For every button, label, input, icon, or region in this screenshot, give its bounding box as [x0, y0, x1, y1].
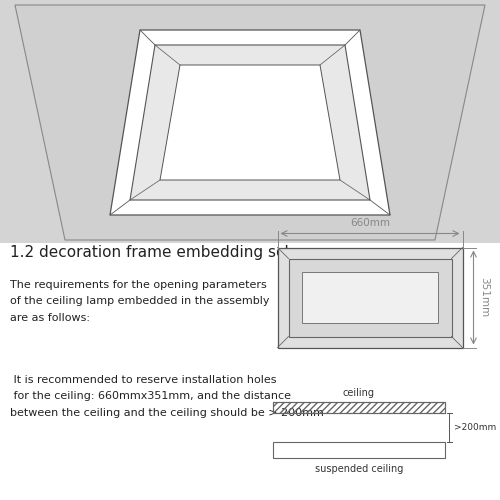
- Polygon shape: [15, 5, 485, 240]
- Text: ceiling: ceiling: [343, 388, 375, 398]
- Bar: [0, 242, 500, 500]
- Text: It is recommended to reserve installation holes
 for the ceiling: 660mmx351mm, a: It is recommended to reserve installatio…: [10, 375, 324, 418]
- Bar: [302, 272, 438, 324]
- Text: >200mm: >200mm: [454, 422, 496, 432]
- Text: 660mm: 660mm: [350, 218, 390, 228]
- Polygon shape: [130, 45, 370, 200]
- Text: suspended ceiling: suspended ceiling: [314, 464, 403, 473]
- Bar: [272, 402, 445, 412]
- Polygon shape: [160, 65, 340, 180]
- Bar: [278, 248, 462, 348]
- Text: The requirements for the opening parameters
of the ceiling lamp embedded in the : The requirements for the opening paramet…: [10, 280, 270, 323]
- Bar: [272, 442, 445, 458]
- Bar: [272, 402, 445, 412]
- Polygon shape: [130, 45, 370, 200]
- Polygon shape: [0, 0, 500, 242]
- Polygon shape: [110, 30, 390, 215]
- Polygon shape: [160, 65, 340, 180]
- Bar: [288, 258, 452, 336]
- Text: 351mm: 351mm: [480, 278, 490, 318]
- Text: 1.2 decoration frame embedding scheme: 1.2 decoration frame embedding scheme: [10, 245, 328, 260]
